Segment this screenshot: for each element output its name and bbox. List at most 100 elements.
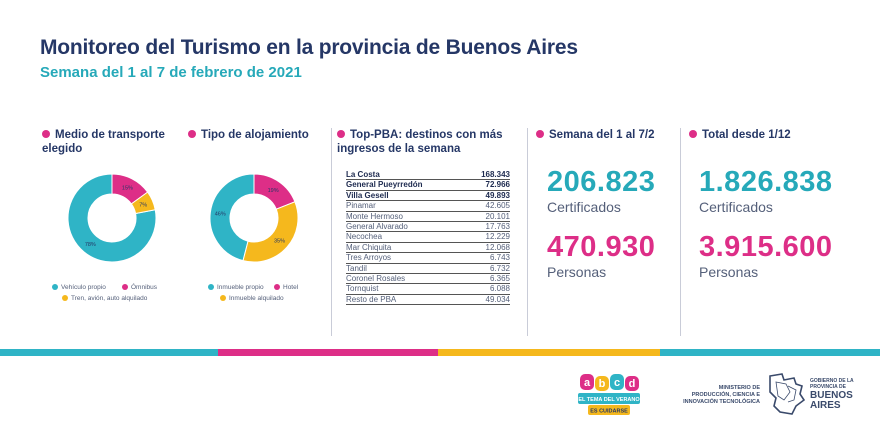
legend-item: Inmueble propio — [208, 284, 264, 291]
week-personas-value: 470.930 — [547, 231, 656, 263]
legend-item: Ómnibus — [122, 284, 157, 291]
slice-label: 7% — [139, 202, 147, 208]
table-row: General Alvarado 17.763 — [346, 221, 510, 233]
legend-swatch — [274, 284, 280, 290]
destination-name: Coronel Rosales — [346, 273, 406, 283]
logo-tagline: EL TEMA DEL VERANO — [578, 397, 640, 403]
bullet-icon — [536, 130, 544, 138]
transport-donut-chart: 78% 15% 7% — [66, 172, 158, 264]
destination-value: 20.101 — [485, 211, 510, 221]
destination-value: 12.229 — [485, 232, 510, 242]
destination-name: La Costa — [346, 170, 380, 179]
table-row: Resto de PBA 49.034 — [346, 294, 510, 306]
total-certificados-value: 1.826.838 — [699, 166, 833, 198]
table-row: General Pueyrredón 72.966 — [346, 180, 510, 191]
destination-name: Monte Hermoso — [346, 211, 403, 221]
logo-letter: b — [599, 378, 606, 390]
bullet-icon — [188, 130, 196, 138]
logo-band — [578, 393, 640, 404]
destination-name: General Pueyrredón — [346, 180, 423, 190]
pie-slice — [67, 173, 157, 263]
logo-tile — [595, 376, 609, 391]
destination-value: 49.893 — [485, 190, 510, 200]
government-logo-name: BUENOS AIRES — [810, 390, 853, 411]
table-row: Tandil 6.732 — [346, 264, 510, 274]
total-heading: Total desde 1/12 — [689, 128, 829, 142]
logo-letter: a — [584, 377, 591, 389]
legend-item: Inmueble alquilado — [220, 295, 284, 302]
table-row: La Costa 168.343 — [346, 170, 510, 181]
color-strip-teal — [0, 349, 218, 356]
divider — [527, 128, 528, 336]
government-logo-small-text: GOBIERNO DE LA PROVINCIA DE — [810, 378, 854, 390]
transport-legend: Vehículo propio Ómnibus Tren, avión, aut… — [52, 284, 192, 308]
week-personas-stat: 470.930 Personas — [547, 232, 655, 280]
total-personas-label: Personas — [699, 264, 759, 280]
table-row: Tres Arroyos 6.743 — [346, 253, 510, 264]
destination-value: 6.365 — [489, 273, 510, 283]
destination-value: 6.088 — [489, 284, 510, 294]
transport-heading: Medio de transporte elegido — [42, 129, 165, 155]
destination-value: 168.343 — [481, 170, 510, 179]
lodging-legend: Inmueble propio Hotel Inmueble alquilado — [208, 284, 318, 308]
destination-value: 42.605 — [485, 201, 510, 211]
legend-item: Vehículo propio — [52, 284, 106, 291]
destination-value: 6.732 — [489, 263, 510, 273]
destination-name: Necochea — [346, 232, 383, 242]
logo-tile — [580, 374, 594, 390]
divider — [331, 128, 332, 336]
week-personas-label: Personas — [547, 264, 607, 280]
lodging-donut-chart: 46% 19% 35% — [208, 172, 300, 264]
legend-item: Hotel — [274, 284, 298, 291]
color-strip-yellow — [438, 349, 660, 356]
logo-letter: c — [614, 377, 620, 389]
slice-label: 19% — [268, 188, 279, 194]
week-certificados-label: Certificados — [547, 199, 621, 215]
logo-band — [588, 405, 630, 415]
week-certificados-value: 206.823 — [547, 166, 656, 198]
top-pba-heading: Top-PBA: destinos con más ingresos de la… — [337, 129, 503, 155]
table-row: Villa Gesell 49.893 — [346, 190, 510, 202]
legend-swatch — [220, 295, 226, 301]
slice-label: 78% — [85, 242, 96, 248]
table-row: Pinamar 42.605 — [346, 201, 510, 212]
destination-value: 17.763 — [485, 221, 510, 231]
province-map-icon — [766, 372, 806, 416]
legend-item: Tren, avión, auto alquilado — [62, 295, 147, 302]
destinations-table: La Costa 168.343 General Pueyrredón 72.966 V… — [346, 170, 510, 306]
total-personas-stat: 3.915.600 Personas — [699, 232, 833, 280]
destination-value: 6.743 — [489, 253, 510, 263]
destination-name: Mar Chiquita — [346, 242, 392, 252]
destination-name: Pinamar — [346, 201, 376, 211]
table-row: Necochea 12.229 — [346, 232, 510, 243]
week-heading: Semana del 1 al 7/2 — [536, 128, 676, 142]
legend-swatch — [52, 284, 58, 290]
legend-swatch — [62, 295, 68, 301]
logo-tile — [625, 376, 639, 391]
destination-value: 12.068 — [485, 242, 510, 252]
lodging-heading: Tipo de alojamiento — [188, 128, 328, 142]
table-row: Monte Hermoso 20.101 — [346, 212, 510, 222]
color-strip-teal-2 — [660, 349, 880, 356]
slice-label: 35% — [274, 238, 285, 244]
destination-name: General Alvarado — [346, 221, 408, 231]
destination-value: 49.034 — [485, 294, 510, 304]
table-row: Tornquist 6.088 — [346, 284, 510, 295]
destination-name: Tandil — [346, 263, 367, 273]
destination-name: Villa Gesell — [346, 190, 389, 200]
logo-tagline: ES CUIDARSE — [590, 409, 628, 415]
destination-name: Resto de PBA — [346, 294, 397, 304]
legend-swatch — [122, 284, 128, 290]
legend-swatch — [208, 284, 214, 290]
page-title: Monitoreo del Turismo en la provincia de… — [40, 36, 578, 59]
total-certificados-label: Certificados — [699, 199, 773, 215]
total-personas-value: 3.915.600 — [699, 231, 833, 263]
destination-name: Tres Arroyos — [346, 253, 392, 263]
week-certificados-stat: 206.823 Certificados — [547, 167, 655, 215]
slice-label: 46% — [215, 212, 226, 218]
logo-letter: d — [629, 378, 636, 390]
ministry-logo-text: MINISTERIO DE PRODUCCIÓN, CIENCIA E INNO… — [683, 385, 760, 405]
table-row: Coronel Rosales 6.365 — [346, 273, 510, 285]
table-row: Mar Chiquita 12.068 — [346, 242, 510, 254]
bullet-icon — [337, 130, 345, 138]
